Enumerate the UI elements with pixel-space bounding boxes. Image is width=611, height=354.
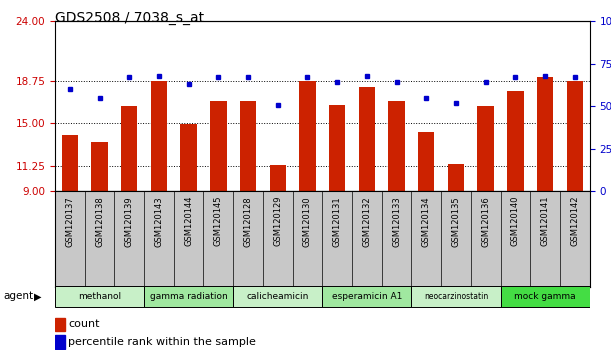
FancyBboxPatch shape: [233, 286, 323, 307]
Text: GSM120142: GSM120142: [570, 196, 579, 246]
Bar: [55, 318, 65, 331]
Text: GSM120137: GSM120137: [65, 196, 75, 247]
Bar: [448, 164, 464, 191]
FancyBboxPatch shape: [500, 286, 590, 307]
Text: count: count: [68, 319, 100, 329]
Text: GSM120134: GSM120134: [422, 196, 431, 247]
Text: methanol: methanol: [78, 292, 121, 301]
Text: GSM120135: GSM120135: [452, 196, 461, 247]
Text: GDS2508 / 7038_s_at: GDS2508 / 7038_s_at: [55, 11, 204, 25]
Text: mock gamma: mock gamma: [514, 292, 576, 301]
FancyBboxPatch shape: [144, 286, 233, 307]
Bar: [240, 101, 256, 191]
Text: GSM120145: GSM120145: [214, 196, 223, 246]
Bar: [269, 165, 286, 191]
Bar: [92, 142, 108, 191]
Bar: [359, 87, 375, 191]
Text: gamma radiation: gamma radiation: [150, 292, 227, 301]
Bar: [507, 91, 524, 191]
Bar: [210, 101, 227, 191]
Text: GSM120144: GSM120144: [184, 196, 193, 246]
Text: GSM120143: GSM120143: [155, 196, 164, 247]
Text: GSM120129: GSM120129: [273, 196, 282, 246]
Bar: [566, 81, 583, 191]
Text: ▶: ▶: [34, 291, 41, 301]
Bar: [418, 132, 434, 191]
Text: GSM120140: GSM120140: [511, 196, 520, 246]
Text: esperamicin A1: esperamicin A1: [332, 292, 402, 301]
Text: percentile rank within the sample: percentile rank within the sample: [68, 337, 256, 347]
Text: neocarzinostatin: neocarzinostatin: [424, 292, 488, 301]
Text: GSM120139: GSM120139: [125, 196, 134, 247]
Bar: [62, 135, 78, 191]
Text: GSM120133: GSM120133: [392, 196, 401, 247]
FancyBboxPatch shape: [55, 286, 144, 307]
Text: agent: agent: [3, 291, 33, 301]
FancyBboxPatch shape: [411, 286, 500, 307]
Text: GSM120132: GSM120132: [362, 196, 371, 247]
Bar: [55, 335, 65, 349]
Bar: [329, 105, 345, 191]
Text: calicheamicin: calicheamicin: [247, 292, 309, 301]
Text: GSM120130: GSM120130: [303, 196, 312, 247]
Bar: [537, 77, 553, 191]
Bar: [151, 81, 167, 191]
Bar: [121, 106, 137, 191]
Bar: [477, 106, 494, 191]
Text: GSM120138: GSM120138: [95, 196, 104, 247]
FancyBboxPatch shape: [323, 286, 411, 307]
Text: GSM120136: GSM120136: [481, 196, 490, 247]
Text: GSM120141: GSM120141: [541, 196, 549, 246]
Bar: [180, 124, 197, 191]
Bar: [389, 101, 404, 191]
Bar: [299, 81, 316, 191]
Text: GSM120131: GSM120131: [332, 196, 342, 247]
Text: GSM120128: GSM120128: [244, 196, 252, 247]
